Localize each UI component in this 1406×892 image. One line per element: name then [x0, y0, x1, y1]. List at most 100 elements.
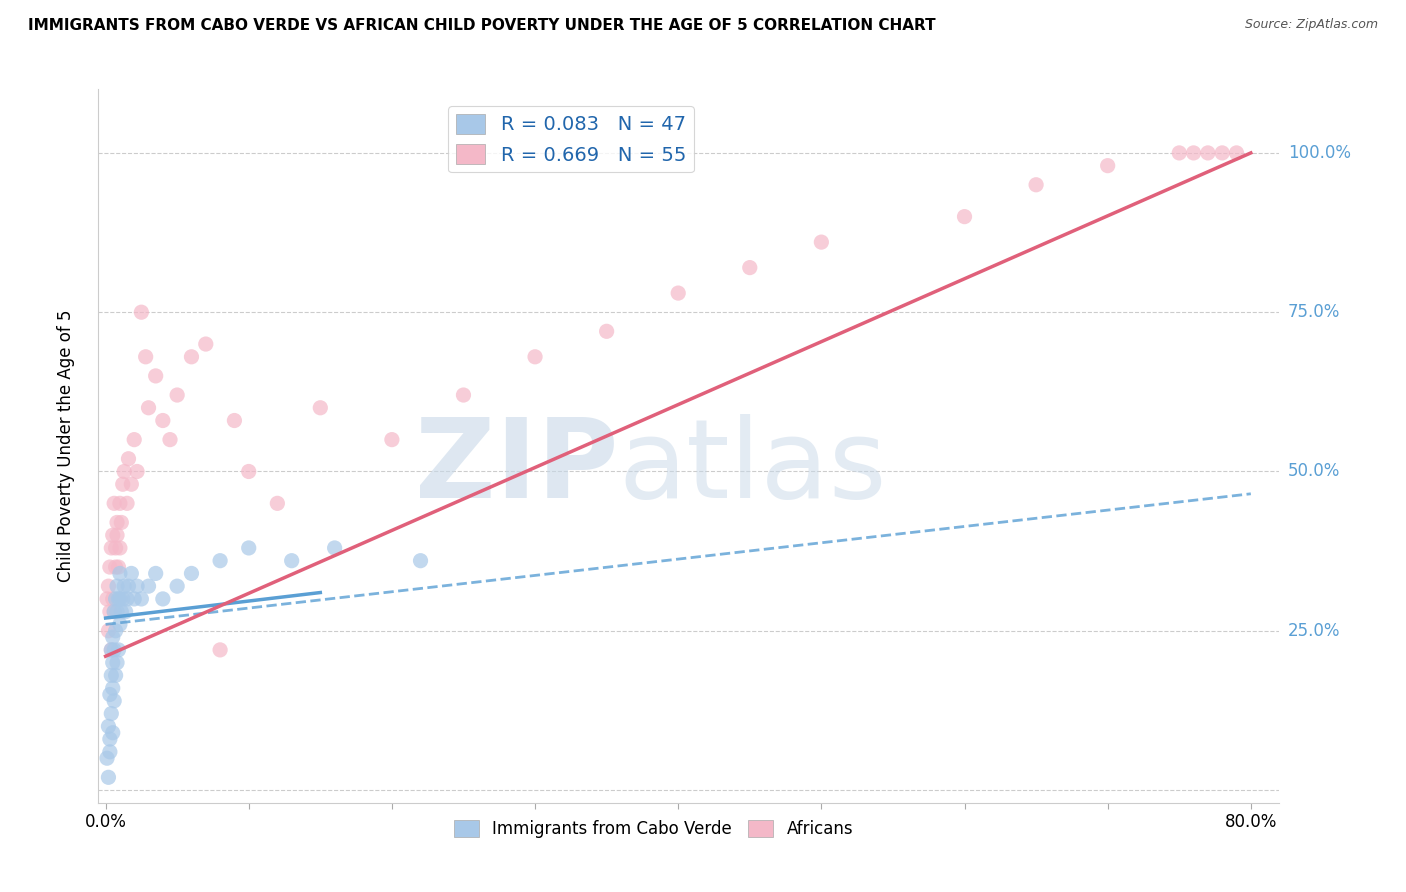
Point	[112, 579, 135, 593]
Point	[100, 706, 122, 721]
Text: Source: ZipAtlas.com: Source: ZipAtlas.com	[1244, 18, 1378, 31]
Text: 25.0%: 25.0%	[1288, 622, 1340, 640]
Point	[166, 388, 188, 402]
Text: atlas: atlas	[619, 414, 887, 521]
Point	[381, 433, 404, 447]
Point	[103, 643, 125, 657]
Point	[97, 719, 120, 733]
Text: 75.0%: 75.0%	[1288, 303, 1340, 321]
Point	[159, 433, 181, 447]
Point	[101, 681, 124, 695]
Text: ZIP: ZIP	[415, 414, 619, 521]
Point	[103, 694, 125, 708]
Point	[104, 668, 127, 682]
Point	[115, 496, 138, 510]
Point	[114, 605, 136, 619]
Point	[108, 496, 131, 510]
Point	[110, 605, 132, 619]
Point	[101, 591, 124, 606]
Point	[125, 465, 148, 479]
Point	[810, 235, 832, 249]
Point	[224, 413, 246, 427]
Point	[194, 337, 217, 351]
Point	[107, 643, 129, 657]
Point	[115, 591, 138, 606]
Point	[409, 554, 432, 568]
Point	[1197, 145, 1219, 160]
Point	[738, 260, 761, 275]
Point	[111, 477, 134, 491]
Point	[100, 668, 122, 682]
Point	[107, 591, 129, 606]
Point	[105, 579, 128, 593]
Point	[101, 528, 124, 542]
Point	[145, 566, 167, 581]
Point	[666, 286, 689, 301]
Legend: Immigrants from Cabo Verde, Africans: Immigrants from Cabo Verde, Africans	[447, 813, 860, 845]
Point	[1225, 145, 1247, 160]
Point	[145, 368, 167, 383]
Point	[104, 560, 127, 574]
Text: IMMIGRANTS FROM CABO VERDE VS AFRICAN CHILD POVERTY UNDER THE AGE OF 5 CORRELATI: IMMIGRANTS FROM CABO VERDE VS AFRICAN CH…	[28, 18, 936, 33]
Point	[138, 401, 160, 415]
Point	[209, 643, 232, 657]
Point	[180, 566, 202, 581]
Point	[105, 528, 128, 542]
Point	[103, 496, 125, 510]
Point	[105, 605, 128, 619]
Point	[100, 643, 122, 657]
Point	[108, 617, 131, 632]
Point	[1211, 145, 1233, 160]
Point	[152, 591, 174, 606]
Point	[125, 579, 148, 593]
Y-axis label: Child Poverty Under the Age of 5: Child Poverty Under the Age of 5	[56, 310, 75, 582]
Point	[98, 732, 121, 747]
Point	[135, 350, 157, 364]
Point	[101, 630, 124, 644]
Point	[110, 516, 132, 530]
Point	[104, 541, 127, 555]
Point	[96, 591, 118, 606]
Point	[101, 656, 124, 670]
Point	[238, 541, 260, 555]
Point	[112, 465, 135, 479]
Point	[98, 605, 121, 619]
Point	[1182, 145, 1205, 160]
Point	[152, 413, 174, 427]
Point	[117, 579, 139, 593]
Point	[595, 324, 617, 338]
Point	[108, 591, 131, 606]
Point	[104, 591, 127, 606]
Point	[103, 605, 125, 619]
Point	[107, 560, 129, 574]
Point	[100, 541, 122, 555]
Point	[111, 591, 134, 606]
Point	[98, 560, 121, 574]
Point	[101, 725, 124, 739]
Point	[122, 433, 145, 447]
Point	[280, 554, 302, 568]
Point	[180, 350, 202, 364]
Point	[97, 579, 120, 593]
Point	[97, 624, 120, 638]
Point	[120, 477, 142, 491]
Point	[166, 579, 188, 593]
Point	[953, 210, 976, 224]
Point	[524, 350, 547, 364]
Point	[105, 516, 128, 530]
Point	[103, 605, 125, 619]
Point	[105, 656, 128, 670]
Point	[1168, 145, 1191, 160]
Point	[97, 770, 120, 784]
Point	[1025, 178, 1047, 192]
Point	[117, 451, 139, 466]
Point	[98, 688, 121, 702]
Text: 100.0%: 100.0%	[1288, 144, 1351, 162]
Point	[108, 566, 131, 581]
Point	[209, 554, 232, 568]
Point	[131, 305, 153, 319]
Point	[122, 591, 145, 606]
Point	[266, 496, 288, 510]
Point	[1097, 159, 1119, 173]
Point	[100, 643, 122, 657]
